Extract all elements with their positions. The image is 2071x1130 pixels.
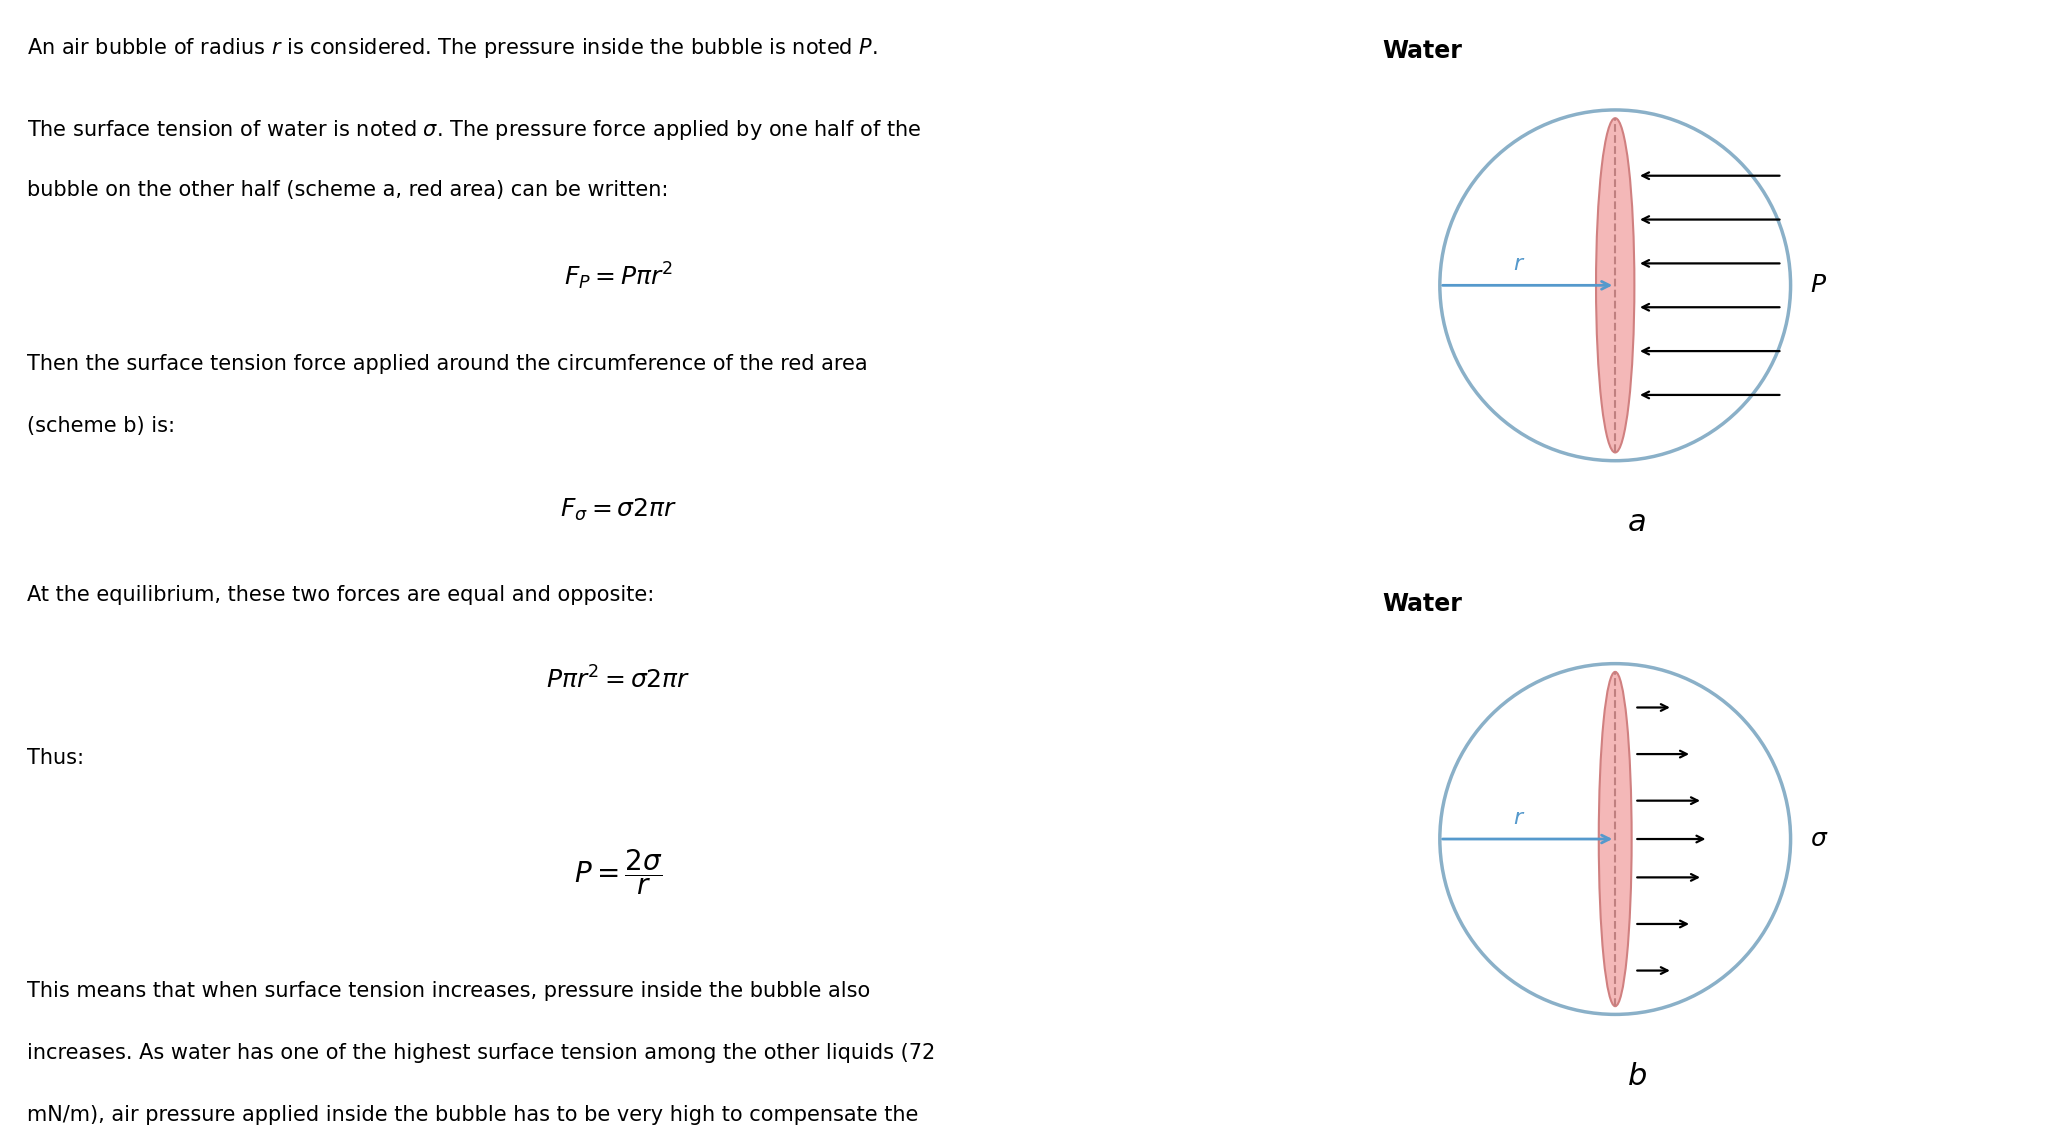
Circle shape <box>1439 663 1791 1015</box>
Circle shape <box>1439 110 1791 461</box>
Text: Water: Water <box>1381 38 1462 62</box>
Text: $P$: $P$ <box>1810 273 1827 297</box>
Text: $F_P = P\pi r^2$: $F_P = P\pi r^2$ <box>563 261 673 293</box>
Ellipse shape <box>1597 119 1634 452</box>
Text: $r$: $r$ <box>1512 254 1524 273</box>
Text: bubble on the other half (scheme a, red area) can be written:: bubble on the other half (scheme a, red … <box>27 180 669 200</box>
Text: (scheme b) is:: (scheme b) is: <box>27 416 176 436</box>
Text: b: b <box>1628 1062 1646 1092</box>
Text: $P = \dfrac{2\sigma}{r}$: $P = \dfrac{2\sigma}{r}$ <box>574 848 663 897</box>
Text: Thus:: Thus: <box>27 748 85 768</box>
Text: $r$: $r$ <box>1512 808 1524 827</box>
Text: At the equilibrium, these two forces are equal and opposite:: At the equilibrium, these two forces are… <box>27 585 654 606</box>
Text: An air bubble of radius $r$ is considered. The pressure inside the bubble is not: An air bubble of radius $r$ is considere… <box>27 36 878 60</box>
Text: The surface tension of water is noted $\sigma$. The pressure force applied by on: The surface tension of water is noted $\… <box>27 118 922 141</box>
Text: This means that when surface tension increases, pressure inside the bubble also: This means that when surface tension inc… <box>27 981 870 1001</box>
Ellipse shape <box>1599 672 1632 1006</box>
Text: a: a <box>1628 508 1646 538</box>
Text: $\sigma$: $\sigma$ <box>1810 827 1829 851</box>
Text: Water: Water <box>1381 592 1462 616</box>
Text: increases. As water has one of the highest surface tension among the other liqui: increases. As water has one of the highe… <box>27 1043 936 1063</box>
Text: $F_\sigma = \sigma 2\pi r$: $F_\sigma = \sigma 2\pi r$ <box>559 497 677 523</box>
Text: $P\pi r^2 = \sigma 2\pi r$: $P\pi r^2 = \sigma 2\pi r$ <box>547 667 690 694</box>
Text: Then the surface tension force applied around the circumference of the red area: Then the surface tension force applied a… <box>27 354 868 374</box>
Text: mN/m), air pressure applied inside the bubble has to be very high to compensate : mN/m), air pressure applied inside the b… <box>27 1105 920 1125</box>
